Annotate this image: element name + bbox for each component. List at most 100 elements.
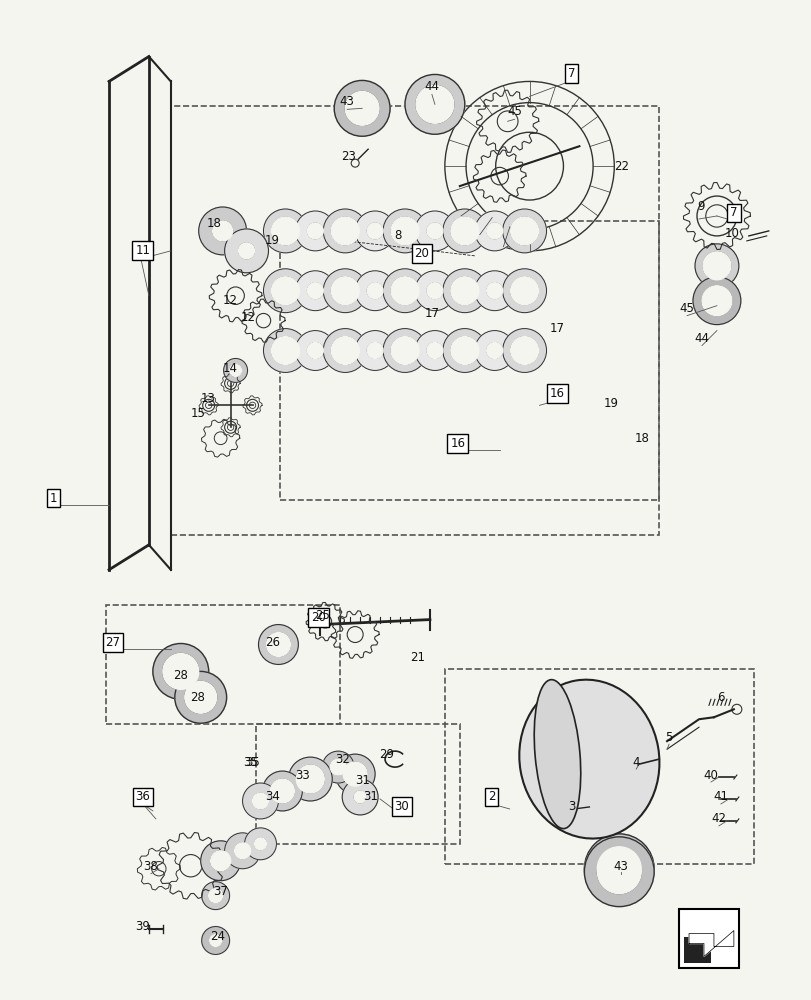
Circle shape bbox=[354, 331, 394, 370]
Circle shape bbox=[367, 343, 383, 358]
Circle shape bbox=[584, 837, 654, 907]
Text: 29: 29 bbox=[379, 748, 394, 761]
Circle shape bbox=[597, 850, 641, 894]
Circle shape bbox=[323, 329, 367, 372]
Circle shape bbox=[244, 828, 276, 860]
Circle shape bbox=[442, 209, 486, 253]
Circle shape bbox=[474, 211, 514, 251]
Bar bbox=[255, 724, 459, 844]
Text: 12: 12 bbox=[241, 311, 255, 324]
Circle shape bbox=[331, 217, 358, 245]
Circle shape bbox=[271, 277, 299, 305]
Circle shape bbox=[354, 271, 394, 311]
Text: 7: 7 bbox=[567, 67, 574, 80]
Circle shape bbox=[152, 644, 208, 699]
Circle shape bbox=[702, 286, 731, 316]
Circle shape bbox=[502, 209, 546, 253]
Circle shape bbox=[354, 211, 394, 251]
Circle shape bbox=[223, 358, 247, 382]
Circle shape bbox=[323, 209, 367, 253]
Text: 25: 25 bbox=[315, 609, 329, 622]
Bar bbox=[280, 221, 659, 500]
Circle shape bbox=[415, 85, 453, 123]
Circle shape bbox=[486, 223, 502, 239]
Circle shape bbox=[262, 771, 302, 811]
Circle shape bbox=[322, 751, 354, 783]
Bar bbox=[170, 106, 659, 535]
Text: 16: 16 bbox=[549, 387, 564, 400]
Circle shape bbox=[331, 337, 358, 364]
Circle shape bbox=[694, 244, 738, 288]
Text: 17: 17 bbox=[549, 322, 564, 335]
Text: 10: 10 bbox=[723, 227, 738, 240]
Circle shape bbox=[367, 283, 383, 299]
Circle shape bbox=[414, 331, 454, 370]
Circle shape bbox=[323, 269, 367, 313]
Circle shape bbox=[209, 935, 221, 946]
Text: 45: 45 bbox=[679, 302, 693, 315]
Circle shape bbox=[345, 91, 379, 125]
Ellipse shape bbox=[534, 680, 580, 829]
Text: 31: 31 bbox=[354, 774, 369, 787]
Text: 37: 37 bbox=[213, 885, 228, 898]
Circle shape bbox=[254, 838, 266, 850]
Text: 35: 35 bbox=[242, 756, 258, 769]
Circle shape bbox=[307, 283, 323, 299]
Text: 8: 8 bbox=[394, 229, 401, 242]
Circle shape bbox=[212, 221, 232, 241]
Text: 32: 32 bbox=[334, 753, 350, 766]
Text: 26: 26 bbox=[264, 636, 280, 649]
Circle shape bbox=[307, 223, 323, 239]
Circle shape bbox=[296, 765, 324, 793]
Text: 28: 28 bbox=[173, 669, 188, 682]
Circle shape bbox=[335, 754, 375, 794]
Circle shape bbox=[383, 329, 427, 372]
Circle shape bbox=[263, 329, 307, 372]
Text: 5: 5 bbox=[664, 731, 672, 744]
Circle shape bbox=[391, 217, 418, 245]
Text: 1: 1 bbox=[49, 492, 57, 505]
Text: 12: 12 bbox=[223, 294, 238, 307]
Circle shape bbox=[414, 271, 454, 311]
Circle shape bbox=[383, 269, 427, 313]
Circle shape bbox=[510, 277, 538, 305]
Text: 40: 40 bbox=[702, 769, 718, 782]
Text: 3: 3 bbox=[567, 800, 574, 813]
Text: 19: 19 bbox=[603, 397, 618, 410]
Text: 44: 44 bbox=[424, 80, 439, 93]
Circle shape bbox=[354, 791, 366, 803]
Text: 41: 41 bbox=[713, 790, 727, 803]
Circle shape bbox=[486, 283, 502, 299]
Circle shape bbox=[288, 757, 332, 801]
Circle shape bbox=[442, 269, 486, 313]
Circle shape bbox=[263, 209, 307, 253]
Circle shape bbox=[225, 229, 268, 273]
Text: 44: 44 bbox=[693, 332, 709, 345]
Circle shape bbox=[502, 269, 546, 313]
Circle shape bbox=[391, 337, 418, 364]
Text: 18: 18 bbox=[206, 217, 221, 230]
Circle shape bbox=[230, 364, 241, 376]
Polygon shape bbox=[689, 931, 733, 956]
Text: 28: 28 bbox=[190, 691, 205, 704]
Bar bbox=[678, 909, 738, 968]
Circle shape bbox=[450, 217, 478, 245]
Circle shape bbox=[174, 671, 226, 723]
Ellipse shape bbox=[519, 680, 659, 839]
Text: 38: 38 bbox=[144, 860, 158, 873]
Circle shape bbox=[692, 277, 740, 325]
Circle shape bbox=[295, 331, 335, 370]
Text: 33: 33 bbox=[294, 769, 309, 782]
Text: 31: 31 bbox=[363, 790, 377, 803]
Text: 24: 24 bbox=[210, 930, 225, 943]
Circle shape bbox=[597, 847, 641, 891]
Circle shape bbox=[295, 271, 335, 311]
Circle shape bbox=[405, 74, 464, 134]
Circle shape bbox=[242, 783, 278, 819]
Text: 27: 27 bbox=[105, 636, 120, 649]
Text: 36: 36 bbox=[135, 790, 150, 803]
Circle shape bbox=[199, 207, 247, 255]
Circle shape bbox=[270, 779, 294, 803]
Text: 14: 14 bbox=[223, 362, 238, 375]
Circle shape bbox=[341, 779, 378, 815]
